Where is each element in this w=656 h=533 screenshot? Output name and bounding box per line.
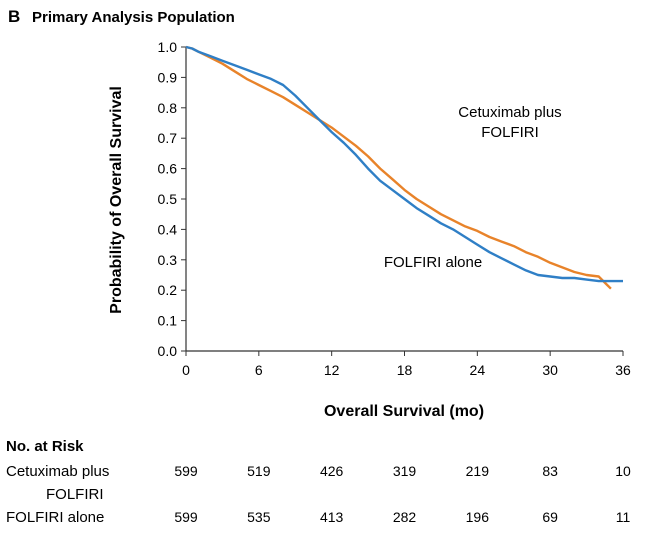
risk-cell: 10 [615,463,631,479]
y-axis-title: Probability of Overall Survival [108,86,125,314]
risk-cell: 319 [393,463,417,479]
annotation-folfiri-alone: FOLFIRI alone [384,254,482,271]
y-tick-label: 0.0 [158,343,178,359]
y-axis-ticks: 0.0 0.1 0.2 0.3 0.4 0.5 0.6 0.7 0.8 0.9 1.0 [158,39,186,359]
risk-cell: 599 [174,509,198,525]
series-line-folfiri-alone [185,45,623,283]
risk-cell: 219 [466,463,490,479]
x-tick-label: 6 [255,362,263,378]
x-tick-label: 36 [615,362,631,378]
y-tick-label: 0.3 [158,252,178,268]
risk-cell: 83 [542,463,558,479]
risk-row-label: Cetuximab plus [6,463,109,480]
y-tick-label: 0.4 [158,221,178,237]
risk-cell: 426 [320,463,344,479]
risk-row-label: FOLFIRI alone [6,509,104,526]
x-axis-title: Overall Survival (mo) [324,403,484,420]
y-tick-label: 0.6 [158,161,178,177]
y-tick-label: 0.2 [158,282,178,298]
annotation-cetuximab-line1: Cetuximab plus [458,104,561,121]
series-line-cetuximab-plus-folfiri [185,45,612,290]
x-axis-ticks: 0 6 12 18 24 30 36 [182,351,631,378]
y-tick-label: 0.1 [158,313,178,329]
panel-letter: B [8,7,20,26]
risk-cell: 599 [174,463,198,479]
risk-table: Cetuximab plus FOLFIRI 599 519 426 319 219 83 10… [6,463,631,526]
x-tick-label: 18 [397,362,413,378]
y-tick-label: 0.7 [158,130,178,146]
panel-title: Primary Analysis Population [32,9,235,26]
y-tick-label: 0.5 [158,191,178,207]
risk-cell: 69 [542,509,558,525]
annotation-cetuximab-line2: FOLFIRI [481,124,539,141]
x-tick-label: 12 [324,362,340,378]
x-tick-label: 24 [470,362,486,378]
risk-row-label-line2: FOLFIRI [46,486,104,503]
risk-cell: 413 [320,509,344,525]
x-tick-label: 30 [542,362,558,378]
risk-table-header: No. at Risk [6,438,84,455]
risk-cell: 196 [466,509,490,525]
y-tick-label: 0.9 [158,69,178,85]
y-tick-label: 0.8 [158,100,178,116]
risk-cell: 11 [616,509,631,525]
risk-cell: 519 [247,463,271,479]
risk-cell: 282 [393,509,417,525]
risk-cell: 535 [247,509,271,525]
series-group [185,45,623,290]
x-tick-label: 0 [182,362,190,378]
y-tick-label: 1.0 [158,39,178,55]
